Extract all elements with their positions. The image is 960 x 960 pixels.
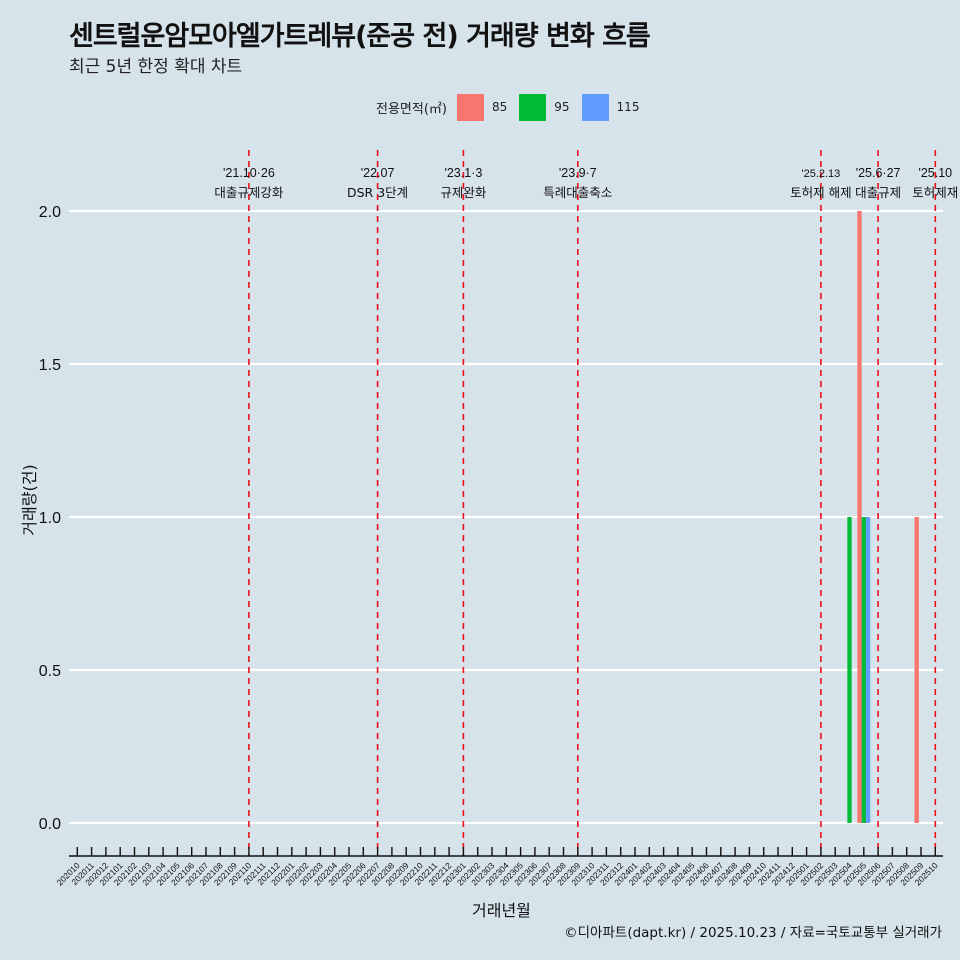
bar-85-202505	[857, 211, 862, 823]
source-caption: ©디아파트(dapt.kr) / 2025.10.23 / 자료=국토교통부 실…	[564, 925, 942, 941]
event-label: 토허제재	[912, 185, 958, 200]
event-label: DSR 3단계	[347, 185, 408, 200]
bar-95-202504	[847, 517, 852, 823]
y-axis-title: 거래량(건)	[20, 464, 39, 536]
event-label: 대출규제강화	[214, 185, 284, 200]
event-date: '21.10·26	[223, 166, 275, 180]
chart-subtitle: 최근 5년 한정 확대 차트	[69, 57, 243, 77]
y-tick-label: 0.0	[39, 816, 61, 833]
y-tick-label: 0.5	[39, 663, 61, 680]
event-date: '22.07	[361, 166, 395, 180]
event-date: '23.1·3	[444, 166, 482, 180]
legend-label-115: 115	[616, 100, 640, 114]
bar-85-202509	[914, 517, 919, 823]
legend-label-95: 95	[554, 100, 570, 114]
event-label: 규제완화	[440, 185, 487, 200]
legend-title: 전용면적(㎡)	[376, 101, 447, 117]
y-tick-label: 1.5	[39, 357, 61, 374]
event-date: '23.9·7	[559, 166, 597, 180]
legend-label-85: 85	[491, 100, 508, 114]
event-label: 토허제 해제	[790, 185, 851, 200]
bar-95-202505	[861, 517, 866, 823]
legend-swatch-95	[519, 93, 547, 121]
event-label: 대출규제	[855, 185, 901, 200]
legend-swatch-85	[456, 93, 484, 121]
y-tick-label: 1.0	[39, 510, 61, 527]
legend-swatch-115	[581, 93, 609, 121]
y-tick-label: 2.0	[39, 204, 61, 221]
event-label: 특례대출축소	[543, 185, 612, 200]
chart-title: 센트럴운암모아엘가트레뷰(준공 전) 거래량 변화 흐름	[69, 21, 651, 52]
event-date: '25.10	[918, 166, 952, 180]
bar-115-202505	[865, 517, 871, 823]
legend: 전용면적(㎡) 85 95 115	[376, 92, 651, 122]
event-date: '25.2.13	[801, 168, 840, 180]
x-axis-title: 거래년월	[472, 901, 531, 920]
event-date: '25.6·27	[856, 166, 901, 180]
